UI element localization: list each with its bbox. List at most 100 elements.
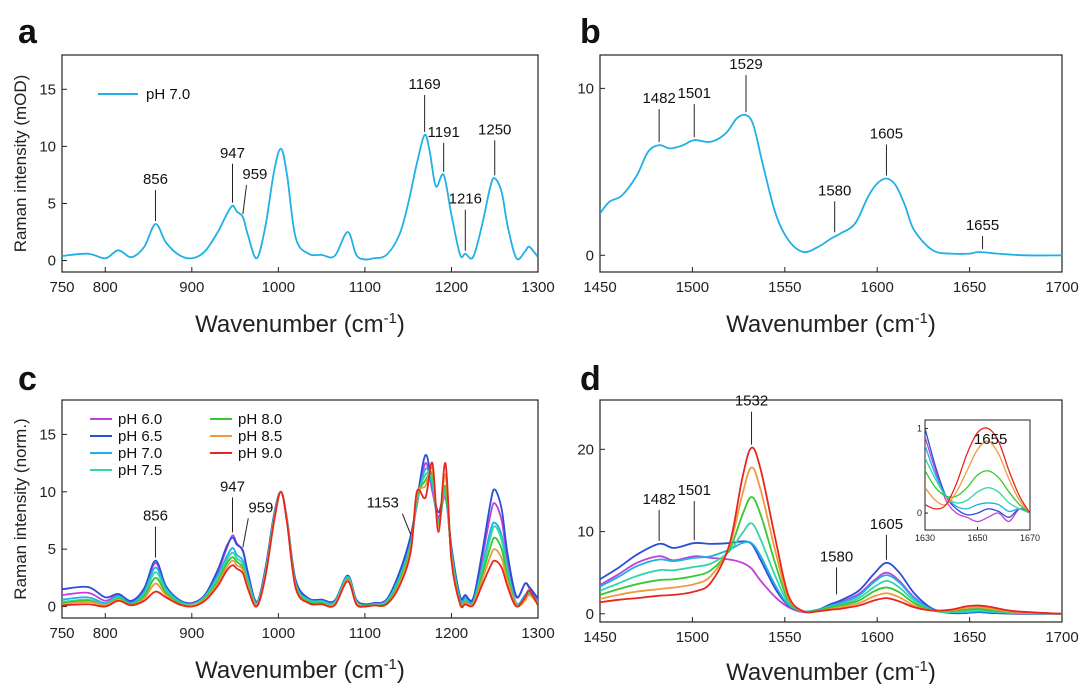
x-tick-label: 1550 [768, 279, 801, 296]
y-tick-label: 0 [48, 253, 56, 270]
inset-series-line [925, 470, 1030, 514]
peak-annotation: 1169 [408, 76, 440, 93]
x-tick-label: 1450 [583, 629, 616, 646]
y-tick-label: 10 [39, 138, 56, 155]
plot-frame [61, 399, 539, 619]
legend-label: pH 8.5 [238, 428, 282, 445]
peak-annotation: 856 [143, 508, 168, 525]
series-group [62, 454, 538, 609]
peak-annotation: 947 [220, 145, 245, 162]
chart-panel-d: 1450 1500 1550 1600 1650 170001020Wavenumber … [577, 393, 1078, 684]
peak-annotation: 1605 [870, 516, 903, 533]
legend-label: pH 7.0 [146, 86, 190, 103]
series-group [62, 133, 538, 261]
x-tick-label: 1000 [262, 625, 295, 642]
inset-x-tick-label: 1650 [967, 533, 987, 543]
peak-annotation: 1580 [818, 182, 851, 199]
x-axis-label-end: ) [928, 311, 936, 338]
series-line-ph-7-5 [600, 522, 1062, 615]
x-axis-label-superscript: -1 [384, 310, 397, 327]
x-tick-label: 1200 [435, 279, 468, 296]
y-tick-label: 5 [48, 541, 56, 558]
y-axis-label: Raman intensity (mOD) [11, 75, 30, 253]
annotation-leader-line [242, 185, 247, 215]
x-tick-label: 1550 [768, 629, 801, 646]
legend: pH 6.0pH 6.5pH 7.0pH 7.5 pH 8.0pH 8.5pH 9… [90, 411, 282, 479]
series-line-ph-9-0 [62, 461, 538, 609]
x-axis-label-end: ) [928, 659, 936, 684]
peak-annotation: 1580 [820, 548, 853, 565]
annotation-leader-line [401, 513, 412, 535]
x-axis-label: Wavenumber (cm-1) [726, 658, 936, 684]
legend-label: pH 8.0 [238, 411, 282, 428]
inset-peak-annotation: 1655 [974, 431, 1007, 448]
peak-annotation: 1655 [966, 217, 999, 234]
y-tick-label: 10 [577, 524, 594, 541]
y-tick-label: 10 [39, 484, 56, 501]
x-tick-label: 1300 [521, 279, 554, 296]
x-axis-label-text: Wavenumber (cm [726, 311, 914, 338]
x-tick-label: 1000 [262, 279, 295, 296]
x-axis-label-end: ) [397, 311, 405, 338]
y-tick-label: 0 [48, 599, 56, 616]
peak-annotation: 959 [248, 499, 273, 516]
inset-y-tick-label: 1 [917, 423, 922, 433]
x-tick-label: 1650 [953, 629, 986, 646]
plot-frame [599, 399, 1063, 623]
x-tick-label: 750 [49, 625, 74, 642]
peak-annotation: 1482 [642, 491, 675, 508]
panel-letter-d: d [580, 360, 601, 398]
series-line-ph-7-0 [62, 133, 538, 261]
x-tick-label: 1700 [1045, 629, 1078, 646]
y-tick-label: 0 [586, 247, 594, 264]
y-axis-label: Raman intensity (norm.) [11, 418, 30, 599]
inset-series-line [925, 440, 1030, 514]
annotation-leader-line [242, 518, 249, 548]
y-tick-label: 5 [48, 195, 56, 212]
series-line-ph-8-5 [62, 466, 538, 609]
plot-frame [599, 54, 1063, 273]
x-axis-label-text: Wavenumber (cm [726, 659, 914, 684]
x-tick-label: 1600 [861, 279, 894, 296]
peak-annotation: 1153 [367, 495, 399, 512]
series-line-ph-8-0 [62, 470, 538, 608]
chart-panel-b: 1450 1500 1550 1600 1650 1700 0 10 Wavenumber (c… [577, 54, 1079, 338]
inset-y-tick-label: 0 [917, 508, 922, 518]
y-tick-label: 15 [39, 81, 56, 98]
peak-annotation: 1501 [678, 482, 711, 499]
x-axis-label-end: ) [397, 657, 405, 684]
x-tick-label: 1100 [349, 625, 381, 642]
inset-series-line [925, 457, 1030, 514]
x-tick-label: 1450 [583, 279, 616, 296]
x-axis-label-text: Wavenumber (cm [195, 657, 383, 684]
peak-annotation: 1482 [642, 90, 675, 107]
legend: pH 7.0 [98, 86, 190, 103]
x-tick-label: 750 [49, 279, 74, 296]
chart-panel-a: 750 800 900 1000 1100 1200 1300 0 5 10 15 Wavenumbe… [11, 54, 555, 338]
legend-label: pH 9.0 [238, 445, 282, 462]
x-tick-label: 1300 [521, 625, 554, 642]
series-line-ph-9-0 [600, 446, 1062, 615]
x-tick-label: 1500 [676, 279, 709, 296]
peak-annotation: 1605 [870, 126, 903, 143]
x-axis-label-text: Wavenumber (cm [195, 311, 383, 338]
legend-label: pH 7.0 [118, 445, 162, 462]
x-tick-label: 1600 [861, 629, 894, 646]
x-axis-label: Wavenumber (cm-1) [195, 310, 405, 338]
series-group [600, 446, 1062, 615]
legend-label: pH 6.5 [118, 428, 162, 445]
panel-letter-a: a [18, 13, 38, 51]
inset-series-line [925, 427, 1030, 514]
panel-letter-b: b [580, 13, 601, 51]
y-tick-label: 15 [39, 426, 56, 443]
legend-label: pH 7.5 [118, 462, 162, 479]
x-axis-label: Wavenumber (cm-1) [195, 656, 405, 684]
peak-annotation: 1250 [478, 121, 511, 138]
y-tick-label: 10 [577, 80, 594, 97]
x-tick-label: 800 [93, 279, 118, 296]
x-axis-label-superscript: -1 [915, 310, 928, 327]
inset-series-group [925, 427, 1030, 523]
x-tick-label: 1100 [349, 279, 381, 296]
x-tick-label: 1200 [435, 625, 468, 642]
